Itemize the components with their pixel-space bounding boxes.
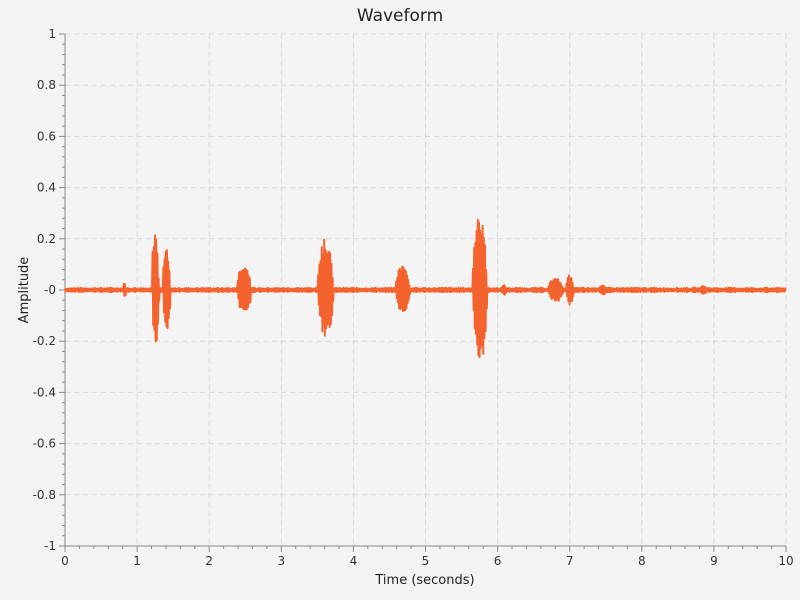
x-tick-label: 6 xyxy=(494,554,502,568)
x-tick-label: 3 xyxy=(277,554,285,568)
x-tick-label: 0 xyxy=(61,554,69,568)
y-tick-label: -0 xyxy=(44,283,56,297)
y-tick-label: 0.2 xyxy=(37,232,56,246)
x-tick-label: 2 xyxy=(205,554,213,568)
x-tick-label: 1 xyxy=(133,554,141,568)
y-tick-label: 1 xyxy=(48,27,56,41)
y-tick-label: -0.4 xyxy=(33,385,56,399)
y-tick-label: -0.8 xyxy=(33,488,56,502)
y-tick-label: 0.4 xyxy=(37,181,56,195)
chart-title: Waveform xyxy=(357,6,443,26)
tick-labels: 0 1 2 3 4 5 6 7 8 9 10 1 0.8 0.6 0.4 0.2 -0 -0.2 -0.4 -0.6 -… xyxy=(33,27,794,568)
x-tick-label: 8 xyxy=(638,554,646,568)
y-tick-label: -0.6 xyxy=(33,437,56,451)
y-tick-label: 0.8 xyxy=(37,78,56,92)
plot-area xyxy=(64,218,787,359)
x-tick-label: 5 xyxy=(422,554,430,568)
y-axis-label: Amplitude xyxy=(17,257,32,324)
waveform-series-line xyxy=(64,218,787,359)
y-tick-label: 0.6 xyxy=(37,129,56,143)
x-axis-label: Time (seconds) xyxy=(374,573,474,588)
x-tick-label: 7 xyxy=(566,554,574,568)
x-tick-label: 9 xyxy=(710,554,718,568)
x-tick-label: 10 xyxy=(778,554,793,568)
y-tick-label: -1 xyxy=(44,539,56,553)
y-tick-label: -0.2 xyxy=(33,334,56,348)
x-tick-label: 4 xyxy=(350,554,358,568)
